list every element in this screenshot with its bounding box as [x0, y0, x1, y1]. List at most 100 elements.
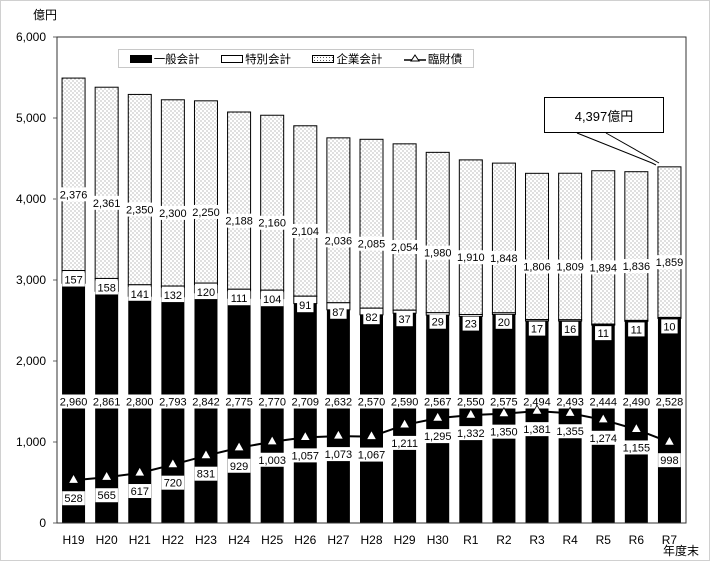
- bar-segment-enterprise: [458, 159, 483, 316]
- special-value-label: 132: [164, 290, 182, 302]
- bars: 2,376 157 2,960 2,361 158 2,861 2,350 141 2,800 2…: [56, 77, 687, 523]
- bar-segment-enterprise: [227, 111, 252, 290]
- bar-segment-special: [624, 319, 649, 322]
- x-tick-label: H22: [162, 533, 184, 547]
- enterprise-value-label: 1,980: [424, 248, 452, 260]
- general-value-label: 2,793: [159, 397, 187, 409]
- general-value-label-bg: [618, 394, 654, 409]
- bar-segment-general: [360, 314, 383, 523]
- enterprise-value-label: 1,848: [490, 253, 518, 265]
- bar-segment-enterprise: [160, 99, 185, 287]
- bar-segment-general: [624, 321, 648, 523]
- general-value-label-bg: [651, 394, 687, 409]
- rinzaisai-value-label: 617: [131, 486, 149, 498]
- enterprise-value-label-bg: [387, 240, 423, 255]
- general-value-label-bg: [552, 394, 588, 409]
- legend-item-general: 一般会計: [129, 51, 200, 67]
- bar-segment-enterprise: [525, 172, 550, 321]
- triangle-marker-icon: [432, 411, 444, 422]
- x-tick-label: H28: [360, 533, 382, 547]
- bar-segment-general: [558, 321, 582, 523]
- enterprise-value-label: 1,806: [523, 261, 551, 273]
- triangle-marker-icon: [564, 406, 576, 417]
- rinzaisai-value-label-bg: [387, 435, 423, 450]
- enterprise-value-label: 1,910: [457, 252, 485, 264]
- enterprise-value-label: 2,376: [60, 189, 88, 201]
- rinzaisai-value-label-bg: [62, 491, 85, 506]
- rinzaisai-value-label: 1,155: [623, 442, 651, 454]
- x-tick-label: R7: [662, 533, 678, 547]
- general-value-label-bg: [287, 394, 323, 409]
- rinzaisai-value-label: 565: [97, 490, 115, 502]
- triangle-marker-icon: [299, 430, 311, 441]
- special-value-label-bg: [128, 286, 152, 301]
- special-value-label-bg: [161, 288, 185, 303]
- triangle-marker-icon: [498, 406, 510, 418]
- general-value-label: 2,590: [391, 397, 419, 409]
- rinzaisai-value-label: 720: [164, 478, 182, 490]
- x-tick-label: R6: [629, 533, 645, 547]
- special-value-label-bg: [330, 304, 347, 319]
- bar-segment-special: [425, 312, 450, 316]
- enterprise-value-label-bg: [552, 259, 588, 274]
- enterprise-value-label-bg: [188, 204, 224, 219]
- general-value-label: 2,775: [225, 397, 253, 409]
- x-tick-label: H23: [195, 533, 217, 547]
- rinzaisai-value-label-bg: [287, 448, 323, 463]
- enterprise-value-label: 2,300: [159, 208, 187, 220]
- enterprise-value-label-bg: [618, 259, 654, 274]
- general-value-label-bg: [320, 394, 356, 409]
- general-value-label: 2,493: [556, 397, 584, 409]
- special-value-label: 104: [263, 294, 281, 306]
- rinzaisai-value-label: 1,274: [589, 433, 617, 445]
- legend-label: 一般会計: [153, 51, 200, 66]
- bar-segment-general: [128, 296, 152, 523]
- bar-segment-enterprise: [94, 86, 119, 279]
- rinzaisai-value-label: 528: [64, 493, 82, 505]
- enterprise-value-label: 2,188: [225, 216, 253, 228]
- general-value-label: 2,528: [656, 397, 684, 409]
- enterprise-value-label: 2,104: [292, 226, 320, 238]
- rinzaisai-value-label-bg: [519, 422, 555, 437]
- y-axis: 0 1,000 2,000 3,000 4,000 5,000 6,000: [16, 30, 57, 530]
- enterprise-value-label: 1,894: [589, 262, 617, 274]
- enterprise-value-label-bg: [651, 255, 687, 270]
- x-tick-label: R3: [529, 533, 545, 547]
- bar-segment-special: [491, 312, 516, 315]
- bar-segment-general: [525, 320, 549, 523]
- special-value-label-bg: [595, 326, 612, 341]
- y-tick-label: 2,000: [16, 354, 46, 368]
- rinzaisai-value-label-bg: [227, 458, 251, 473]
- special-value-label-bg: [661, 319, 678, 334]
- special-value-label: 120: [197, 287, 215, 299]
- general-value-label: 2,842: [192, 397, 220, 409]
- bar-segment-enterprise: [558, 172, 583, 321]
- enterprise-value-label: 1,809: [556, 262, 584, 274]
- enterprise-value-label: 2,361: [93, 198, 121, 210]
- y-tick-label: 6,000: [16, 30, 46, 44]
- rinzaisai-value-label: 929: [230, 461, 248, 473]
- bar-segment-general: [326, 309, 350, 523]
- general-value-label: 2,570: [358, 397, 386, 409]
- rinzaisai-value-label-bg: [618, 440, 654, 455]
- special-value-label-bg: [95, 280, 118, 295]
- enterprise-value-label: 2,054: [391, 242, 419, 254]
- enterprise-value-label: 2,085: [358, 239, 386, 251]
- x-tick-label: H20: [96, 533, 118, 547]
- bar-segment-enterprise: [193, 100, 218, 284]
- enterprise-value-label-bg: [420, 245, 456, 260]
- x-tick-label: H21: [129, 533, 151, 547]
- general-value-label: 2,960: [60, 397, 88, 409]
- special-value-label: 20: [498, 317, 510, 329]
- bar-segment-general: [591, 325, 615, 523]
- general-value-label: 2,575: [490, 397, 518, 409]
- special-value-label-bg: [260, 292, 284, 307]
- enterprise-value-label-bg: [56, 187, 92, 202]
- general-value-label-bg: [254, 394, 290, 409]
- general-value-label: 2,490: [623, 397, 651, 409]
- rinzaisai-value-label-bg: [658, 453, 681, 468]
- y-tick-label: 4,000: [16, 192, 46, 206]
- general-value-label-bg: [56, 394, 92, 409]
- bar-segment-special: [458, 314, 483, 317]
